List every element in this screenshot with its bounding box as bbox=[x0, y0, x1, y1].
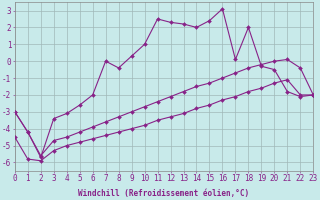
X-axis label: Windchill (Refroidissement éolien,°C): Windchill (Refroidissement éolien,°C) bbox=[78, 189, 250, 198]
